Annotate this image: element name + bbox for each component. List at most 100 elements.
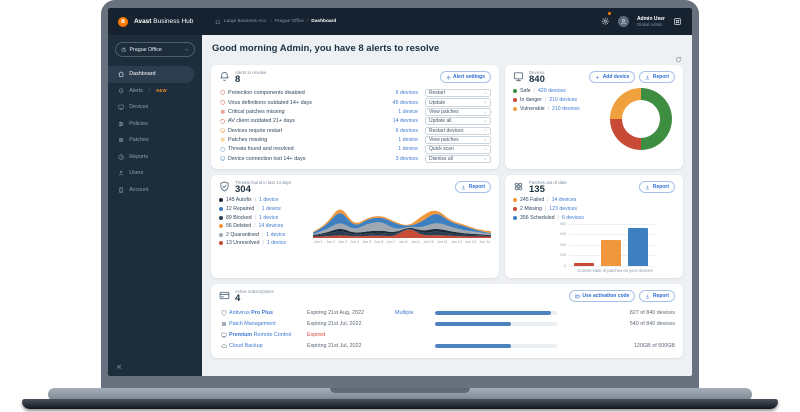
legend-item: 12 Repaired | 1 device — [219, 206, 309, 212]
legend-item: 89 Blocked | 1 device — [219, 215, 309, 221]
user-meta[interactable]: Admin User Global Admin — [637, 16, 665, 27]
breadcrumb-items: Large Business Acc. / Prague Office / Dashbo… — [224, 19, 336, 24]
legend-label: 89 Blocked — [226, 214, 252, 221]
alert-devices-link[interactable]: 6 devices — [395, 127, 418, 134]
subscription-expiry: Expired — [307, 331, 326, 338]
legend-value-link[interactable]: 210 devices — [551, 105, 580, 112]
sidebar-item-devices[interactable]: Devices — [108, 99, 202, 116]
subscription-name-link[interactable]: Antivirus Pro Plus — [229, 309, 274, 316]
alert-action-label: Quick scan — [429, 146, 454, 153]
sidebar-item-users[interactable]: Users — [108, 165, 202, 182]
legend-dot — [513, 215, 517, 220]
x-axis-label: Jun 13 — [465, 239, 476, 244]
user-name: Admin User — [636, 15, 665, 22]
alert-row: Virus definitions outdated 14+ days 45 de… — [219, 98, 491, 107]
report-icon — [118, 154, 124, 160]
subscription-name-link[interactable]: Patch Management — [229, 320, 276, 327]
alert-action-label: Update all — [429, 118, 452, 125]
alert-devices-link[interactable]: 1 device — [398, 146, 418, 153]
subscription-name-link[interactable]: Cloud Backup — [229, 342, 263, 349]
legend-value-link[interactable]: 1 device — [261, 206, 281, 213]
alert-devices-link[interactable]: 6 devices — [395, 90, 418, 97]
sidebar-item-patches[interactable]: Patches — [108, 132, 202, 149]
sidebar-item-alerts[interactable]: Alerts | NEW — [108, 83, 202, 100]
chevron-down-icon — [483, 157, 488, 162]
subscriptions-card-label: Active subscriptions — [235, 289, 274, 294]
legend-value-link[interactable]: 210 devices — [549, 97, 577, 104]
subscriptions-list: Antivirus Pro Plus Expiring 21st Aug, 202… — [219, 307, 675, 351]
avatar[interactable] — [617, 16, 629, 27]
legend-value-link[interactable]: 420 devices — [538, 88, 566, 95]
subscriptions-count: 4 — [235, 293, 241, 304]
legend-label: 245 Failed — [520, 197, 545, 204]
legend-value-link[interactable]: 1 device — [259, 214, 279, 221]
alert-action-select[interactable]: Update all — [425, 117, 491, 126]
org-selector[interactable]: Prague Office — [115, 42, 195, 57]
alert-action-select[interactable]: View patches — [425, 135, 491, 145]
alert-devices-link[interactable]: 14 devices — [392, 118, 418, 125]
legend-dot — [513, 198, 517, 203]
subscription-progress-fill — [435, 311, 551, 315]
x-axis-label: Jun 5 — [362, 239, 372, 244]
sidebar-collapse-button[interactable]: « — [117, 362, 122, 371]
area-chart-plot — [313, 200, 491, 239]
alert-list: Protection components disabled 6 devices R… — [219, 88, 491, 163]
apps-icon — [673, 17, 682, 26]
legend-dot — [219, 232, 223, 237]
alert-action-select[interactable]: Restart devices — [425, 126, 491, 135]
alert-action-select[interactable]: Update — [425, 98, 491, 107]
use-activation-code-button[interactable]: Use activation code — [568, 290, 636, 302]
subscriptions-report-button[interactable]: Report — [639, 290, 675, 302]
legend-value-link[interactable]: 123 devices — [549, 206, 577, 213]
alert-action-select[interactable]: View patches — [425, 107, 491, 116]
alert-action-select[interactable]: Quick scan — [425, 145, 491, 154]
legend-value-link[interactable]: 1 device — [259, 197, 279, 204]
alert-devices-link[interactable]: 3 devices — [395, 155, 418, 162]
sidebar-item-account[interactable]: Account — [108, 182, 202, 199]
sidebar-item-reports[interactable]: Reports — [108, 149, 202, 166]
legend-label: 12 Repaired — [226, 206, 255, 213]
devices-report-button[interactable]: Report — [639, 71, 675, 83]
sidebar: Prague Office Dashboard Alerts | NEW Devices… — [108, 35, 202, 376]
laptop-hinge-notch — [330, 388, 470, 393]
alert-devices-link[interactable]: 45 devices — [392, 99, 418, 106]
patches-legend: 245 Failed | 14 devices 2 Missing | 123 devic… — [513, 197, 675, 221]
chevron-down-icon — [483, 138, 488, 143]
alert-devices-link[interactable]: 1 device — [398, 108, 418, 115]
alert-shield-icon — [219, 90, 226, 96]
add-device-button[interactable]: Add device — [589, 71, 636, 83]
breadcrumb-item[interactable]: Large Business Acc. — [223, 19, 268, 24]
breadcrumb-item[interactable]: Prague Office — [274, 19, 304, 24]
legend-value-link[interactable]: 1 device — [266, 240, 287, 247]
subscription-cloud-icon — [219, 343, 229, 349]
breadcrumb-item[interactable]: Dashboard — [311, 19, 337, 24]
notification-dot — [607, 11, 612, 15]
alert-action-select[interactable]: Restart — [425, 89, 491, 98]
subscription-extra-link[interactable]: Multiple — [395, 309, 414, 316]
threats-report-button[interactable]: Report — [455, 181, 491, 193]
sidebar-item-dashboard[interactable]: Dashboard — [108, 66, 194, 83]
alert-settings-button[interactable]: Alert settings — [439, 71, 491, 83]
x-axis-label: Jun 12 — [450, 239, 462, 244]
legend-item: 356 Scheduled | 6 devices — [513, 215, 675, 221]
account-icon — [118, 187, 124, 193]
avast-logo-icon: a — [118, 16, 128, 27]
apps-button[interactable] — [673, 13, 682, 31]
settings-button[interactable] — [601, 11, 612, 31]
sidebar-item-policies[interactable]: Policies — [108, 116, 202, 133]
legend-value-link[interactable]: 14 devices — [551, 197, 577, 204]
patches-report-button[interactable]: Report — [639, 181, 675, 193]
legend-value-link[interactable]: 14 devices — [258, 223, 284, 230]
threats-card: Threats found in last 14 days 304 Report — [211, 175, 499, 278]
alert-action-label: View patches — [429, 108, 459, 115]
alert-devices-link[interactable]: 1 device — [398, 137, 418, 144]
topbar-right: Admin User Global Admin — [601, 11, 682, 31]
alert-action-select[interactable]: Dismiss all — [425, 154, 491, 163]
subscription-name-link[interactable]: Premium Remote Control — [229, 331, 292, 338]
legend-value-link[interactable]: 6 devices — [561, 214, 584, 221]
laptop-base — [48, 388, 752, 401]
legend-value-link[interactable]: 1 device — [266, 231, 286, 238]
alert-row: Threats found and resolved 1 device Quick … — [219, 145, 491, 154]
threats-card-header: Threats found in last 14 days 304 Report — [219, 180, 491, 195]
refresh-icon[interactable] — [675, 56, 682, 63]
